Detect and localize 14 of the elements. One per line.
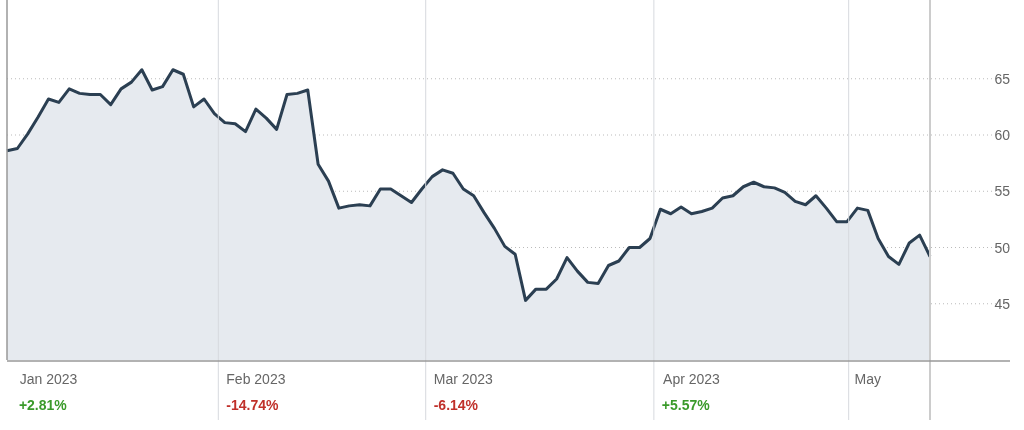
y-tick-label: 50 [994,239,1011,256]
text: -14.74% [226,397,279,413]
x-tick-label: Apr 2023 [663,371,721,387]
y-tick-label: 45 [994,295,1011,312]
y-tick-label: 60 [994,127,1011,143]
y-tick-label: 55 [994,183,1011,200]
text: +5.57% [661,397,711,413]
x-tick-label: Jan 2023 [19,371,78,387]
y-tick-label: 65 [994,70,1011,87]
x-tick-label: Feb 2023 [226,371,286,387]
x-tick-label: Mar 2023 [433,371,494,387]
text: +2.81% [18,397,68,413]
text: -6.14% [433,397,479,413]
x-tick-label: May [854,371,881,387]
